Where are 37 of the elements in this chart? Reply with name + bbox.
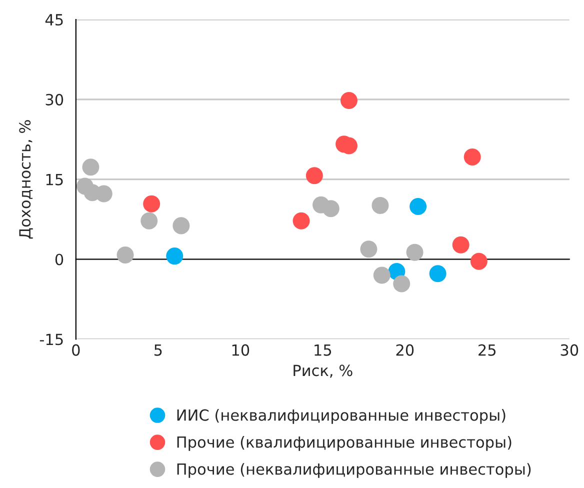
point xyxy=(372,196,389,214)
point xyxy=(116,246,134,264)
y-axis-title: Доходность, % xyxy=(19,120,33,239)
legend-label: Прочие (квалифицированные инвесторы) xyxy=(177,436,512,451)
point xyxy=(452,236,470,254)
x-tick-label: 0 xyxy=(72,344,80,356)
point xyxy=(470,252,488,270)
y-tick-label: 0 xyxy=(55,254,64,266)
x-tick-label: 20 xyxy=(396,344,414,356)
point xyxy=(166,248,184,265)
y-tick-label: -15 xyxy=(40,334,63,346)
point xyxy=(306,167,323,184)
x-tick-label: 15 xyxy=(314,344,332,356)
point xyxy=(464,148,481,166)
point xyxy=(406,244,424,261)
y-tick-label: 45 xyxy=(45,14,63,26)
x-tick-label: 5 xyxy=(154,344,162,356)
point xyxy=(322,200,340,218)
point xyxy=(292,212,310,230)
x-tick-label: 10 xyxy=(232,344,250,356)
y-tick-label: 30 xyxy=(46,94,64,106)
point xyxy=(429,265,446,282)
point xyxy=(172,217,190,234)
x-tick-label: 25 xyxy=(478,344,496,356)
point xyxy=(393,275,410,292)
x-tick-label: 30 xyxy=(560,344,578,356)
legend-label: ИИС (неквалифицированные инвесторы) xyxy=(177,409,506,424)
point xyxy=(373,266,390,284)
point xyxy=(143,195,160,212)
point xyxy=(410,198,427,216)
point xyxy=(82,158,100,176)
x-axis-title: Риск, % xyxy=(294,364,352,378)
point xyxy=(360,240,378,258)
y-tick-label: 15 xyxy=(46,174,63,186)
legend-label: Прочие (неквалифицированные инвесторы) xyxy=(177,463,531,478)
point xyxy=(340,92,358,109)
point xyxy=(140,212,158,230)
